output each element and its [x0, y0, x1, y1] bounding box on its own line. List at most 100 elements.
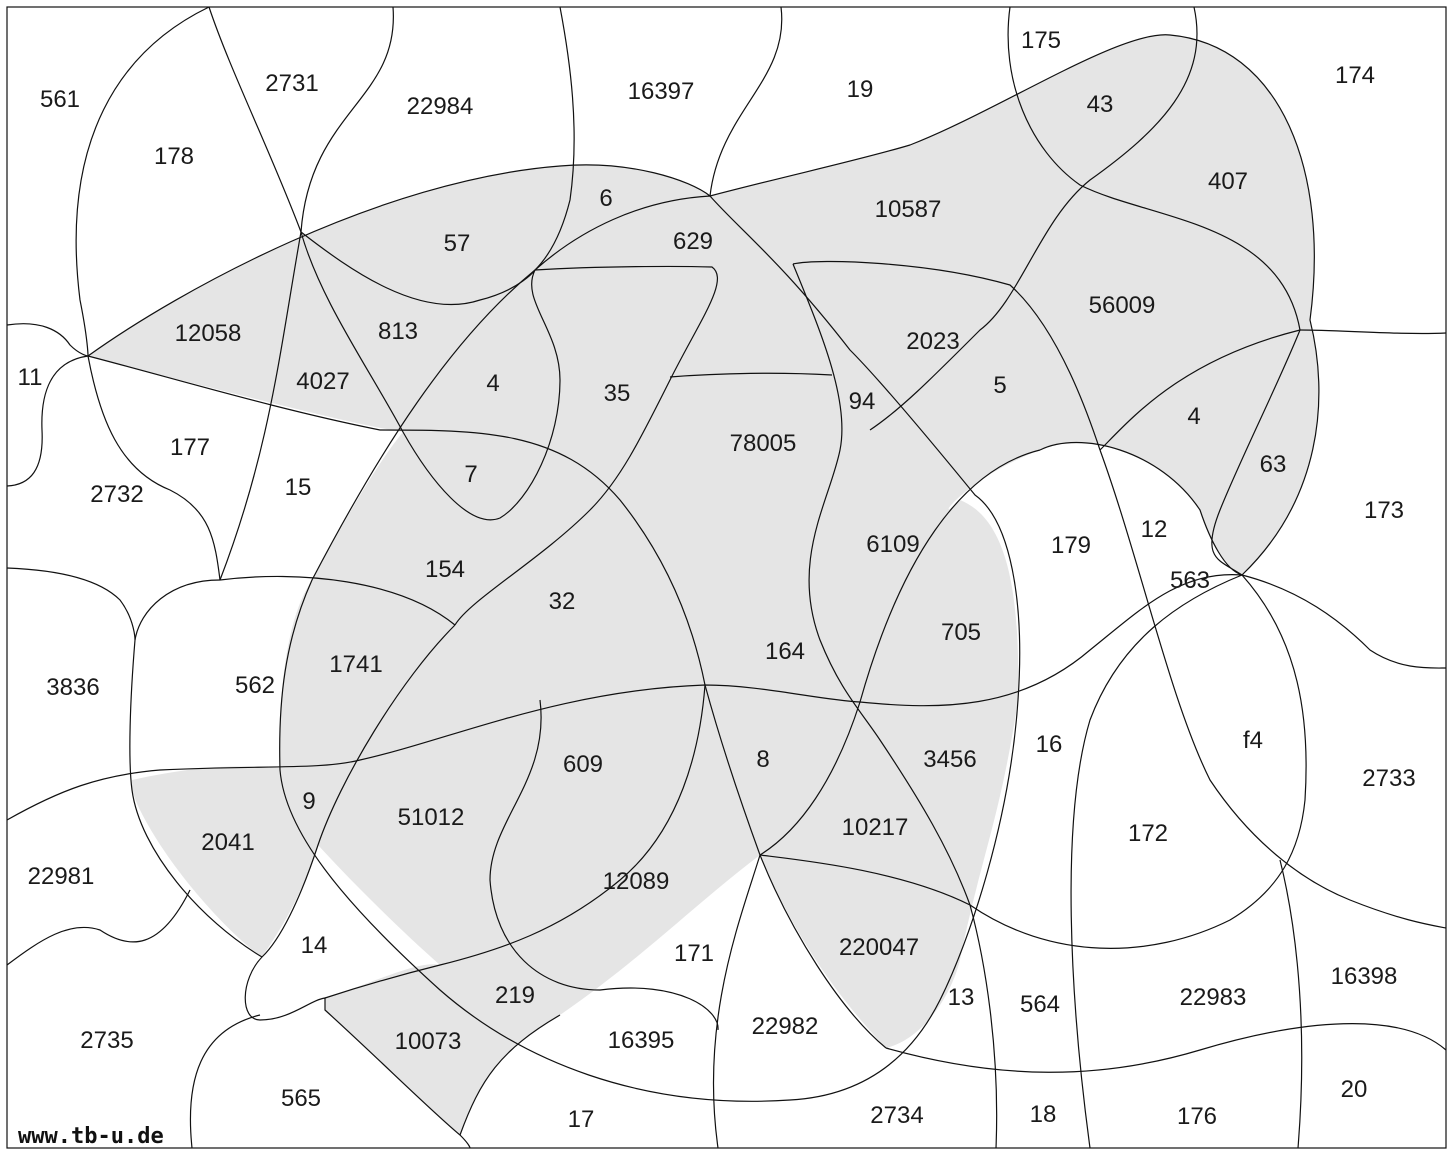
map-border — [6, 6, 1447, 1149]
website-credit: www.tb-u.de — [18, 1124, 164, 1149]
region-label: 629 — [673, 228, 713, 255]
region-label: 2733 — [1362, 765, 1415, 792]
boundary-line — [869, 6, 1198, 431]
boundary-line — [1299, 329, 1447, 335]
region-label: 18 — [1030, 1101, 1057, 1128]
boundary-line — [6, 889, 191, 966]
region-label: 2023 — [906, 328, 959, 355]
region-label: 407 — [1208, 168, 1248, 195]
region-label: 562 — [235, 672, 275, 699]
region-label: 22984 — [407, 93, 474, 120]
region-label: 57 — [444, 230, 471, 257]
boundary-line — [324, 684, 706, 999]
boundary-line — [6, 567, 136, 641]
region-label: 173 — [1364, 497, 1404, 524]
boundary-line — [489, 699, 719, 1031]
region-label: 172 — [1128, 820, 1168, 847]
region-label: 176 — [1177, 1103, 1217, 1130]
region-label: 154 — [425, 556, 465, 583]
boundary-line — [459, 1014, 561, 1136]
boundary-line — [792, 260, 1101, 451]
region-label: 15 — [285, 474, 312, 501]
boundary-line — [87, 355, 221, 581]
region-label: f4 — [1243, 727, 1263, 754]
boundary-line — [6, 574, 1243, 821]
region-label: 20 — [1341, 1076, 1368, 1103]
region-label: 813 — [378, 318, 418, 345]
region-label: 561 — [40, 86, 80, 113]
region-label: 2735 — [80, 1027, 133, 1054]
region-label: 17 — [568, 1106, 595, 1133]
region-label: 78005 — [730, 430, 797, 457]
region-label: 22983 — [1180, 984, 1247, 1011]
region-label: 16398 — [1331, 963, 1398, 990]
boundary-line — [87, 355, 887, 1049]
boundary-line — [279, 195, 1021, 1102]
boundary-line — [759, 574, 1307, 949]
region-label: 2041 — [201, 829, 254, 856]
boundary-line — [87, 34, 1320, 576]
boundary-line — [129, 579, 263, 958]
region-label: 164 — [765, 638, 805, 665]
region-label: 2734 — [870, 1102, 923, 1129]
boundary-line — [189, 1014, 261, 1149]
boundary-line — [1007, 6, 1301, 331]
region-label: 4 — [486, 370, 499, 397]
region-label: 3456 — [923, 746, 976, 773]
region-labels: 561 2731 22984 16397 19 175 174 178 43 4… — [18, 27, 1416, 1133]
boundary-line — [300, 231, 536, 306]
region-label: 35 — [604, 380, 631, 407]
region-label: 13 — [948, 984, 975, 1011]
boundary-line — [1099, 329, 1301, 451]
region-label: 2732 — [90, 481, 143, 508]
region-label: 8 — [756, 746, 769, 773]
region-label: 16397 — [628, 78, 695, 105]
region-boundaries — [6, 6, 1447, 1149]
region-label: 563 — [1170, 567, 1210, 594]
region-label: 4 — [1187, 403, 1200, 430]
boundary-line — [6, 323, 89, 487]
boundary-line — [1070, 574, 1243, 1149]
boundary-line — [454, 265, 718, 626]
region-label: 56009 — [1089, 292, 1156, 319]
boundary-line — [244, 624, 471, 1149]
region-label: 19 — [847, 76, 874, 103]
boundary-line — [219, 575, 456, 626]
region-label: 94 — [849, 388, 876, 415]
region-label: 177 — [170, 434, 210, 461]
region-label: 22982 — [752, 1013, 819, 1040]
boundary-line — [1241, 574, 1447, 669]
region-label: 3836 — [46, 674, 99, 701]
boundary-line — [219, 231, 302, 581]
region-label: 16 — [1036, 731, 1063, 758]
boundary-line — [759, 449, 1041, 856]
shaded-area — [88, 34, 1319, 1135]
region-label: 564 — [1020, 991, 1060, 1018]
region-label: 220047 — [839, 934, 919, 961]
region-label: 1741 — [329, 651, 382, 678]
region-label: 179 — [1051, 532, 1091, 559]
region-label: 16395 — [608, 1027, 675, 1054]
region-label: 705 — [941, 619, 981, 646]
boundary-line — [534, 6, 575, 271]
region-label: 10217 — [842, 814, 909, 841]
region-label: 12 — [1141, 516, 1168, 543]
region-label: 51012 — [398, 804, 465, 831]
region-label: 14 — [301, 932, 328, 959]
boundary-line — [712, 854, 761, 1149]
boundary-line — [300, 231, 561, 521]
region-label: 10073 — [395, 1028, 462, 1055]
region-label: 171 — [674, 940, 714, 967]
shaded-region-main — [88, 34, 1319, 1135]
region-label: 43 — [1087, 91, 1114, 118]
region-label: 32 — [549, 588, 576, 615]
boundary-line — [300, 6, 394, 233]
boundary-line — [969, 904, 998, 1149]
region-label: 219 — [495, 982, 535, 1009]
region-label: 175 — [1021, 27, 1061, 54]
boundary-line — [1211, 329, 1301, 576]
region-label: 9 — [302, 788, 315, 815]
boundary-line — [885, 1023, 1447, 1073]
region-label: 178 — [154, 143, 194, 170]
